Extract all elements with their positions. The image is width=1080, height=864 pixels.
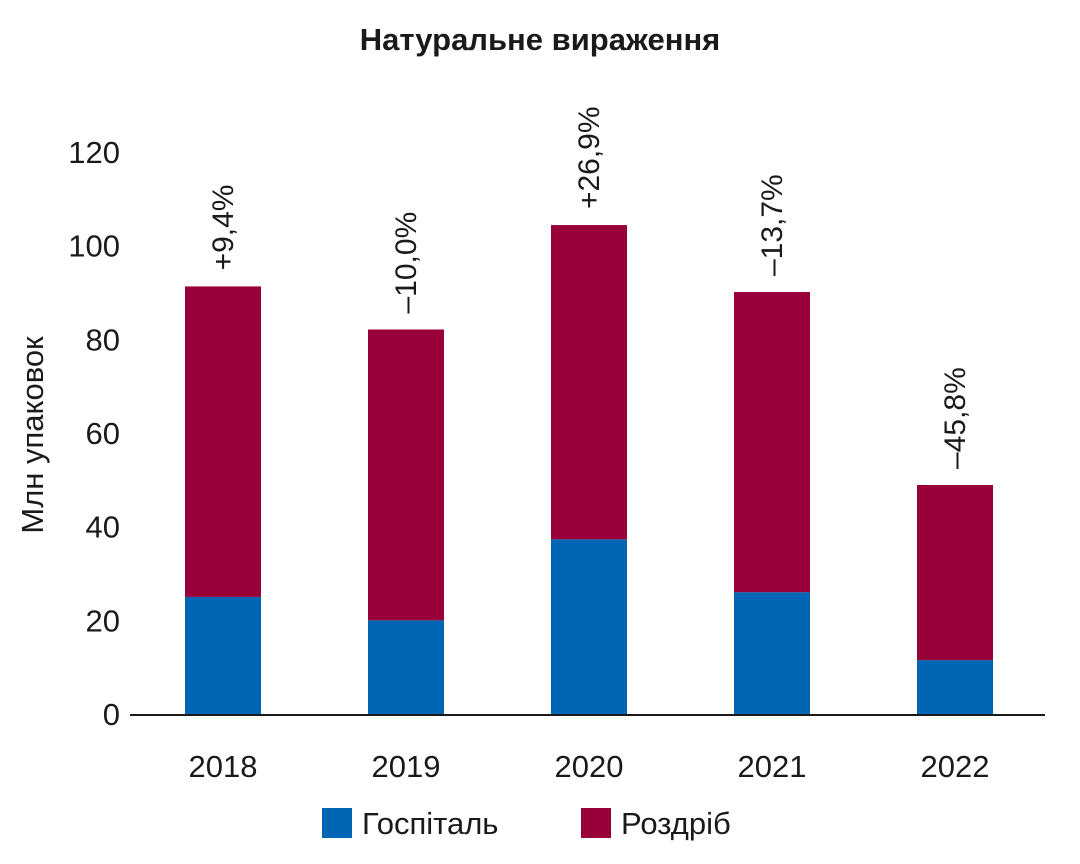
y-tick-label: 0 <box>103 697 120 732</box>
bar-hospital-2020 <box>551 539 627 714</box>
x-tick-label: 2021 <box>738 749 807 784</box>
legend-label: Госпіталь <box>362 806 498 841</box>
x-tick-label: 2022 <box>921 749 990 784</box>
x-axis-ticks: 2018 2019 2020 2021 2022 <box>189 749 990 784</box>
bar-retail-2020 <box>551 225 627 540</box>
change-label: –10,0% <box>390 212 423 314</box>
bar-retail-2018 <box>185 286 261 597</box>
y-tick-label: 60 <box>86 416 120 451</box>
x-tick-label: 2019 <box>372 749 441 784</box>
y-axis-label: Млн упаковок <box>15 336 50 534</box>
x-tick-label: 2018 <box>189 749 258 784</box>
bars <box>185 225 993 714</box>
change-label: +9,4% <box>207 185 240 271</box>
chart-title: Натуральне вираження <box>360 22 721 57</box>
y-tick-label: 120 <box>68 135 120 170</box>
legend-label: Роздріб <box>621 806 731 841</box>
y-tick-label: 40 <box>86 510 120 545</box>
y-tick-label: 80 <box>86 322 120 357</box>
legend: Госпіталь Роздріб <box>322 806 731 841</box>
x-tick-label: 2020 <box>555 749 624 784</box>
bar-retail-2022 <box>917 484 993 661</box>
bar-retail-2019 <box>368 329 444 621</box>
bar-annotations: +9,4% –10,0% +26,9% –13,7% –45,8% <box>207 106 972 469</box>
bar-hospital-2021 <box>734 592 810 714</box>
legend-swatch <box>322 808 352 838</box>
y-tick-label: 100 <box>68 229 120 264</box>
change-label: –45,8% <box>939 367 972 469</box>
y-tick-label: 20 <box>86 603 120 638</box>
y-axis-ticks: 0 20 40 60 80 100 120 <box>68 135 120 732</box>
bar-hospital-2018 <box>185 596 261 714</box>
bar-hospital-2022 <box>917 660 993 714</box>
bar-hospital-2019 <box>368 620 444 714</box>
bar-retail-2021 <box>734 292 810 593</box>
change-label: +26,9% <box>573 106 606 209</box>
change-label: –13,7% <box>756 174 789 276</box>
legend-swatch <box>581 808 611 838</box>
